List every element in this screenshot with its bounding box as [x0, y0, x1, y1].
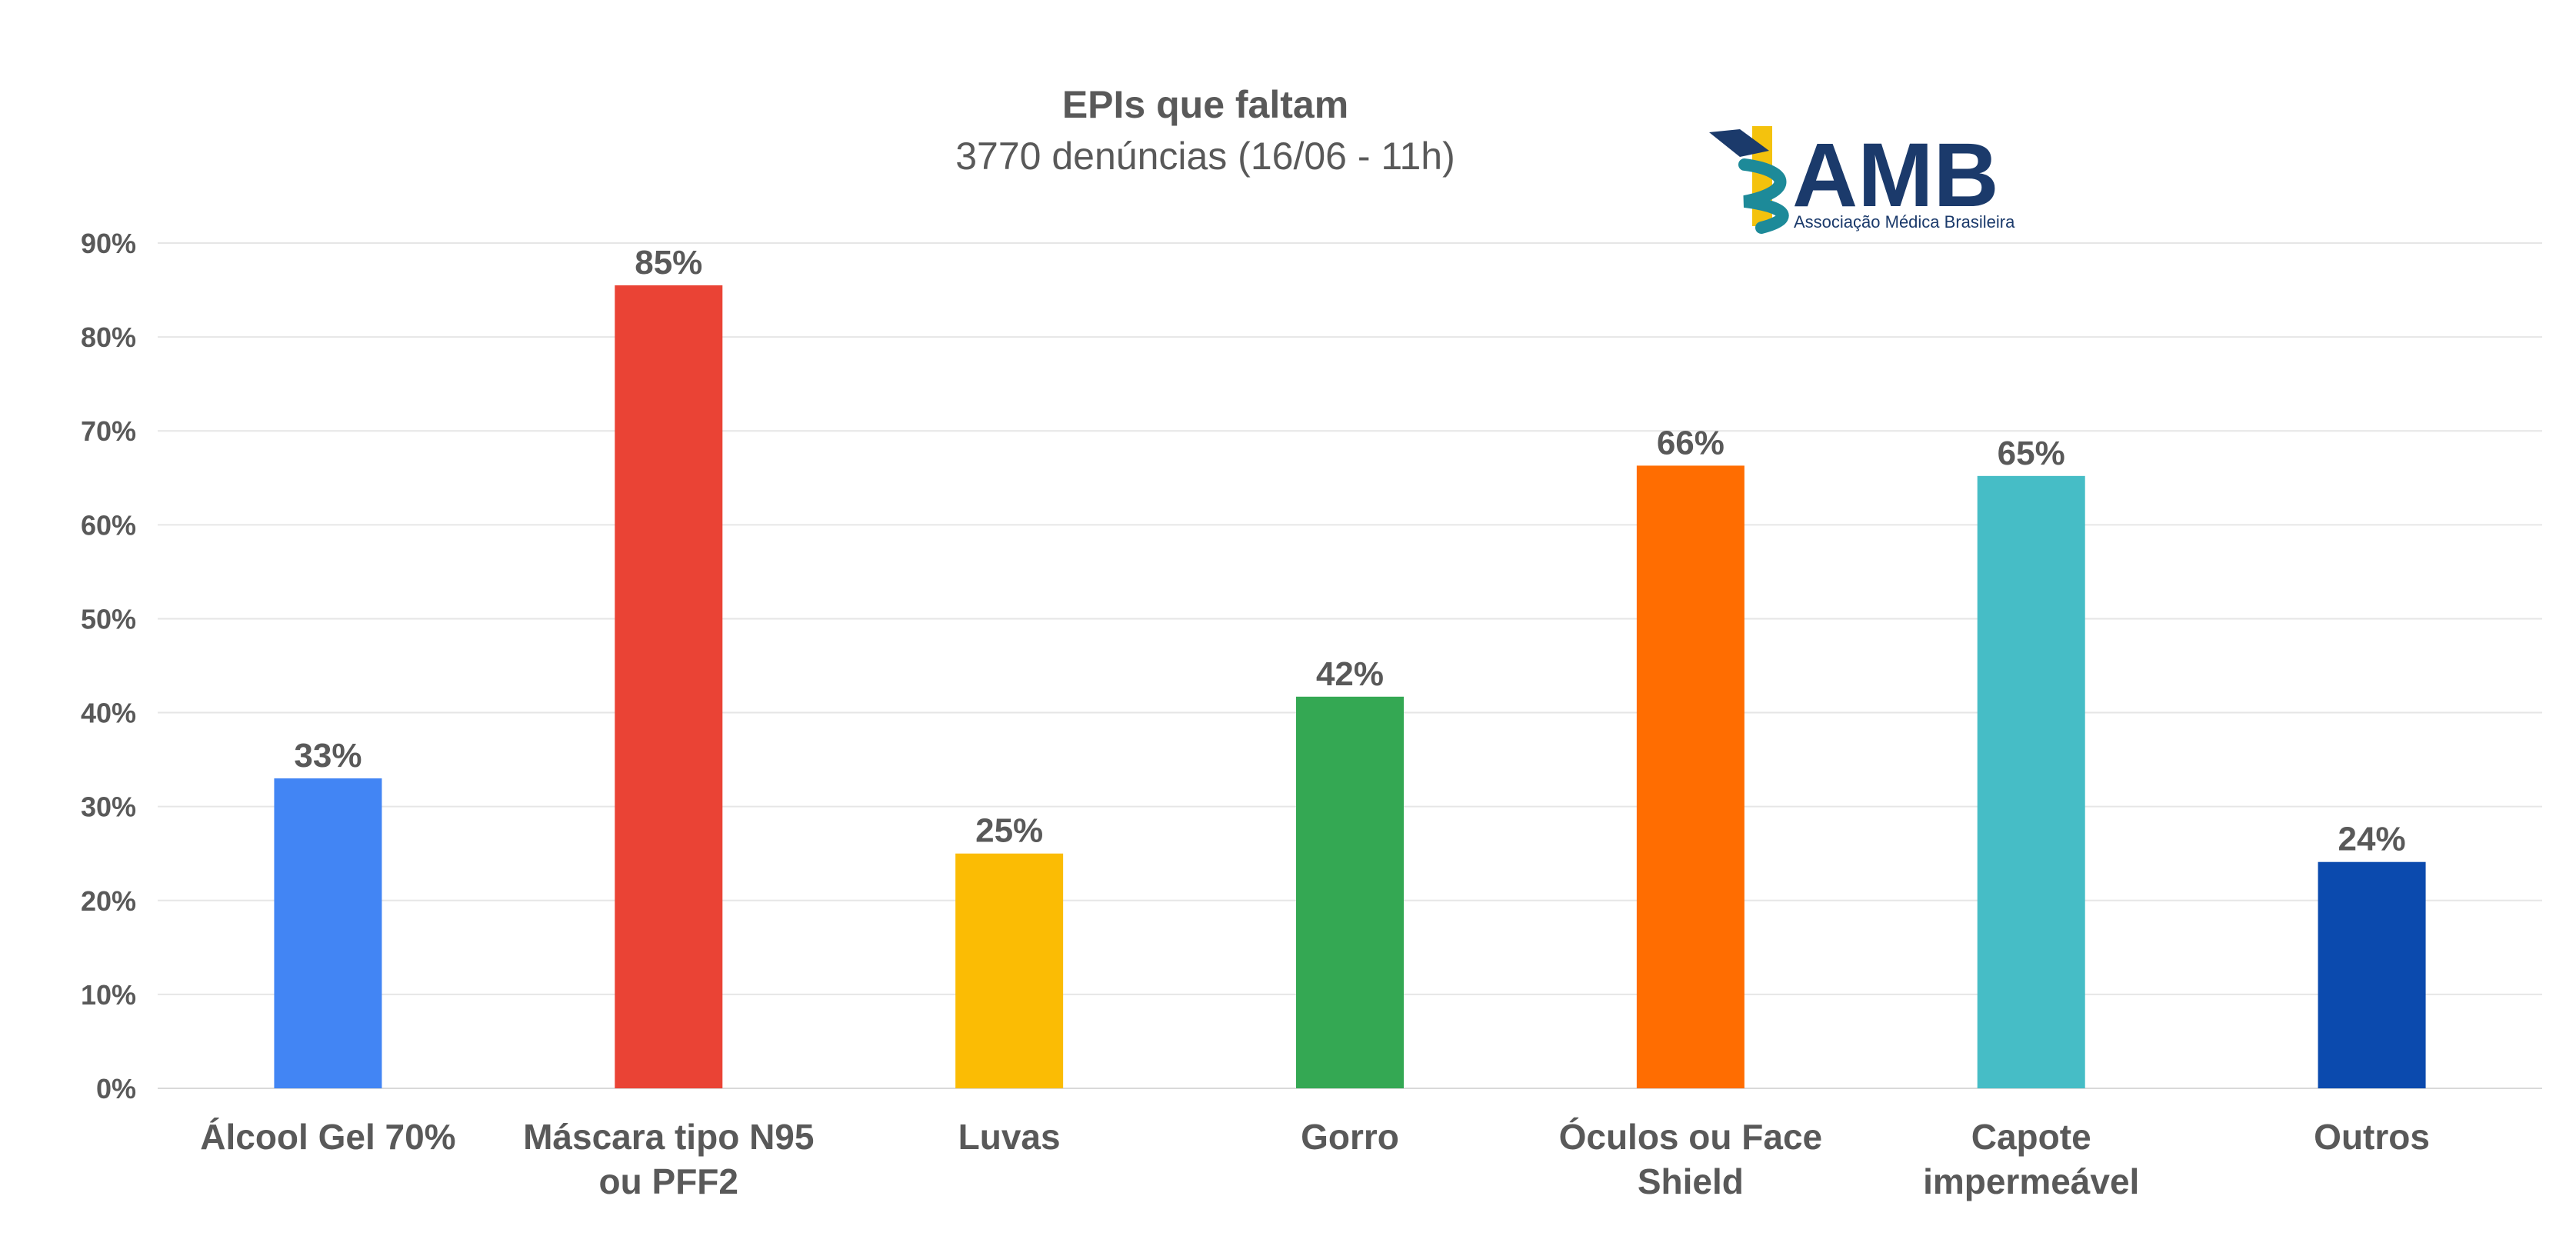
- x-category-label: Máscara tipo N95: [523, 1117, 814, 1157]
- y-tick-label: 90%: [81, 228, 136, 259]
- y-tick-label: 60%: [81, 509, 136, 541]
- x-category-label: Gorro: [1301, 1117, 1399, 1157]
- data-label: 65%: [1998, 435, 2065, 472]
- bar: [1977, 475, 2085, 1088]
- y-tick-label: 10%: [81, 979, 136, 1011]
- y-tick-label: 40%: [81, 698, 136, 729]
- x-category-label: Capote: [1971, 1117, 2091, 1157]
- y-tick-label: 50%: [81, 603, 136, 635]
- chart-header: EPIs que faltam 3770 denúncias (16/06 - …: [955, 83, 1455, 178]
- bar: [615, 285, 723, 1089]
- data-label: 33%: [294, 737, 362, 775]
- y-tick-label: 20%: [81, 885, 136, 917]
- bar: [955, 853, 1064, 1088]
- x-category-label: Shield: [1638, 1161, 1744, 1201]
- chart-subtitle: 3770 denúncias (16/06 - 11h): [955, 135, 1455, 178]
- logo-tagline: Associação Médica Brasileira: [1794, 212, 2015, 232]
- x-category-label: Óculos ou Face: [1559, 1117, 1823, 1157]
- amb-logo: AMB Associação Médica Brasileira: [1709, 125, 2015, 234]
- data-label: 42%: [1316, 655, 1384, 693]
- logo-wordmark: AMB: [1792, 125, 1999, 226]
- x-category-label: ou PFF2: [599, 1161, 738, 1201]
- bar: [1296, 696, 1404, 1088]
- y-tick-label: 80%: [81, 321, 136, 353]
- y-axis-ticks: 0% 10% 20% 30% 40% 50% 60% 70% 80% 90%: [81, 228, 136, 1104]
- y-tick-label: 70%: [81, 415, 136, 447]
- bar: [2318, 861, 2426, 1088]
- bar: [274, 778, 382, 1088]
- data-label: 25%: [975, 812, 1043, 850]
- data-label: 24%: [2338, 821, 2406, 858]
- y-tick-label: 0%: [96, 1073, 136, 1104]
- data-label: 85%: [635, 244, 702, 282]
- chart-title: EPIs que faltam: [1062, 83, 1348, 126]
- x-category-label: impermeável: [1923, 1161, 2139, 1201]
- data-labels: 33% 85% 25% 42% 66% 65% 24%: [294, 244, 2405, 858]
- data-label: 66%: [1657, 424, 1725, 461]
- caduceus-icon: [1709, 126, 1789, 234]
- bars: [274, 285, 2426, 1089]
- y-tick-label: 30%: [81, 791, 136, 823]
- bar: [1636, 465, 1745, 1088]
- x-category-label: Luvas: [958, 1117, 1061, 1157]
- x-category-label: Álcool Gel 70%: [200, 1117, 455, 1157]
- x-category-label: Outros: [2314, 1117, 2430, 1157]
